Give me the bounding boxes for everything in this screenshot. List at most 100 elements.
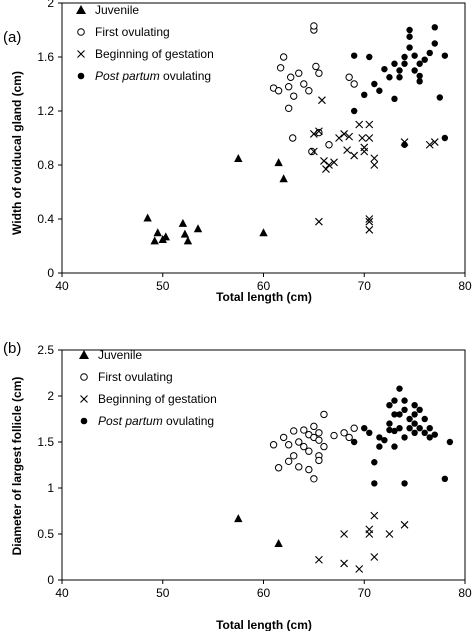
data-point-post-partum-ovulating: [431, 40, 438, 47]
data-point-beginning-of-gestation: [320, 157, 328, 165]
data-point-beginning-of-gestation: [430, 138, 439, 146]
data-point-juvenile: [153, 228, 162, 237]
data-point-first-ovulating: [284, 441, 293, 449]
data-point-post-partum-ovulating: [431, 431, 438, 438]
panel-b: (b) 40 50 60 70 80 0 0.5 1 1.5 2 2.5 Total length …: [3, 340, 472, 631]
data-point-post-partum-ovulating: [401, 141, 408, 148]
x-tick-label: 40: [55, 279, 69, 293]
data-point-post-partum-ovulating: [416, 60, 423, 67]
y-tick-label: 0: [47, 266, 54, 280]
data-point-post-partum-ovulating: [396, 385, 403, 392]
data-point-post-partum-ovulating: [350, 438, 358, 446]
data-point-post-partum-ovulating: [441, 52, 449, 59]
data-point-beginning-of-gestation: [335, 134, 343, 142]
x-tick-label: 80: [458, 586, 472, 600]
data-point-post-partum-ovulating: [376, 443, 383, 450]
y-tick-label: 2.5: [37, 343, 54, 357]
data-point-post-partum-ovulating: [381, 436, 388, 444]
data-point-first-ovulating: [276, 64, 285, 72]
data-point-juvenile: [161, 232, 170, 241]
data-point-beginning-of-gestation: [330, 158, 338, 167]
data-point-post-partum-ovulating: [416, 406, 423, 413]
x-axis-title-a: Total length (cm): [216, 290, 312, 304]
data-point-post-partum-ovulating: [416, 72, 423, 80]
y-axis-title-a: Width of oviducal gland (cm): [10, 71, 24, 235]
data-point-post-partum-ovulating: [416, 425, 423, 432]
legend-a: Juvenile First ovulating Beginning of ge…: [76, 3, 214, 83]
legend-a-x-icon: [77, 50, 85, 58]
y-tick-label: 2: [47, 389, 54, 403]
data-point-post-partum-ovulating: [401, 434, 408, 441]
tick-labels-a: 40 50 60 70 80 0 0.4 0.8 1.2 1.6 2: [37, 0, 472, 293]
data-point-first-ovulating: [284, 457, 293, 466]
data-point-beginning-of-gestation: [340, 130, 348, 138]
data-point-post-partum-ovulating: [350, 107, 358, 115]
data-point-first-ovulating: [279, 433, 288, 442]
data-point-first-ovulating: [274, 87, 283, 95]
data-point-post-partum-ovulating: [426, 434, 433, 441]
data-point-post-partum-ovulating: [406, 415, 413, 423]
data-point-beginning-of-gestation: [309, 130, 318, 138]
data-point-first-ovulating: [300, 426, 308, 434]
data-point-post-partum-ovulating: [371, 459, 378, 466]
data-point-beginning-of-gestation: [340, 530, 348, 538]
data-point-first-ovulating: [269, 441, 278, 449]
data-point-post-partum-ovulating: [386, 426, 393, 434]
data-point-juvenile: [274, 158, 283, 167]
data-point-post-partum-ovulating: [396, 411, 403, 418]
data-point-beginning-of-gestation: [325, 161, 333, 169]
x-tick-label: 70: [358, 279, 372, 293]
data-point-post-partum-ovulating: [441, 134, 449, 142]
data-point-beginning-of-gestation: [355, 120, 364, 129]
data-point-first-ovulating: [315, 128, 323, 137]
data-point-beginning-of-gestation: [365, 225, 374, 234]
data-point-post-partum-ovulating: [386, 402, 393, 409]
data-point-post-partum-ovulating: [401, 480, 408, 487]
data-point-first-ovulating: [295, 463, 303, 471]
legend-b-label-juvenile: Juvenile: [98, 348, 142, 362]
data-point-post-partum-ovulating: [426, 49, 433, 57]
data-point-beginning-of-gestation: [340, 559, 348, 568]
data-point-first-ovulating: [315, 436, 323, 444]
x-tick-label: 80: [458, 279, 472, 293]
data-point-juvenile: [234, 154, 243, 163]
data-point-post-partum-ovulating: [406, 425, 413, 432]
data-point-post-partum-ovulating: [401, 406, 408, 413]
y-axis-title-b: Diameter of largest follicle (cm): [10, 377, 24, 556]
data-point-post-partum-ovulating: [371, 480, 378, 487]
data-point-beginning-of-gestation: [322, 165, 330, 173]
data-point-juvenile: [279, 174, 288, 183]
data-point-post-partum-ovulating: [406, 26, 413, 34]
y-tick-label: 1.2: [37, 104, 54, 118]
data-point-post-partum-ovulating: [361, 91, 368, 99]
y-tick-label: 1.5: [37, 435, 54, 449]
data-point-post-partum-ovulating: [411, 67, 418, 74]
legend-a-open-circle-icon: [77, 28, 85, 36]
data-point-first-ovulating: [284, 104, 293, 113]
data-point-first-ovulating: [345, 73, 353, 81]
data-point-beginning-of-gestation: [370, 511, 379, 520]
data-point-beginning-of-gestation: [370, 553, 379, 561]
data-point-beginning-of-gestation: [360, 143, 369, 152]
plot-area-a: [58, 2, 466, 277]
data-point-post-partum-ovulating: [446, 438, 454, 446]
data-point-first-ovulating: [295, 69, 303, 77]
data-point-beginning-of-gestation: [365, 525, 374, 534]
data-point-beginning-of-gestation: [355, 565, 364, 573]
data-point-first-ovulating: [315, 429, 323, 437]
data-point-post-partum-ovulating: [361, 425, 368, 432]
panel-a: (a) 40 50 60 70 80 0 0.4 0.8 1.2 1.6 2 Total lengt…: [3, 0, 472, 304]
data-point-first-ovulating: [290, 452, 298, 460]
data-point-first-ovulating: [305, 87, 313, 95]
legend-b-open-circle-icon: [80, 373, 88, 381]
legend-a-label-beginning-of-gestation: Beginning of gestation: [95, 47, 214, 61]
data-point-post-partum-ovulating: [406, 44, 413, 51]
legend-b-triangle-icon: [79, 350, 89, 359]
data-point-post-partum-ovulating: [411, 402, 418, 409]
data-point-first-ovulating: [290, 92, 298, 100]
x-tick-label: 50: [156, 586, 170, 600]
data-point-post-partum-ovulating: [396, 74, 403, 81]
data-point-juvenile: [150, 236, 159, 245]
plot-area-b: [58, 349, 466, 584]
data-point-post-partum-ovulating: [426, 425, 433, 432]
